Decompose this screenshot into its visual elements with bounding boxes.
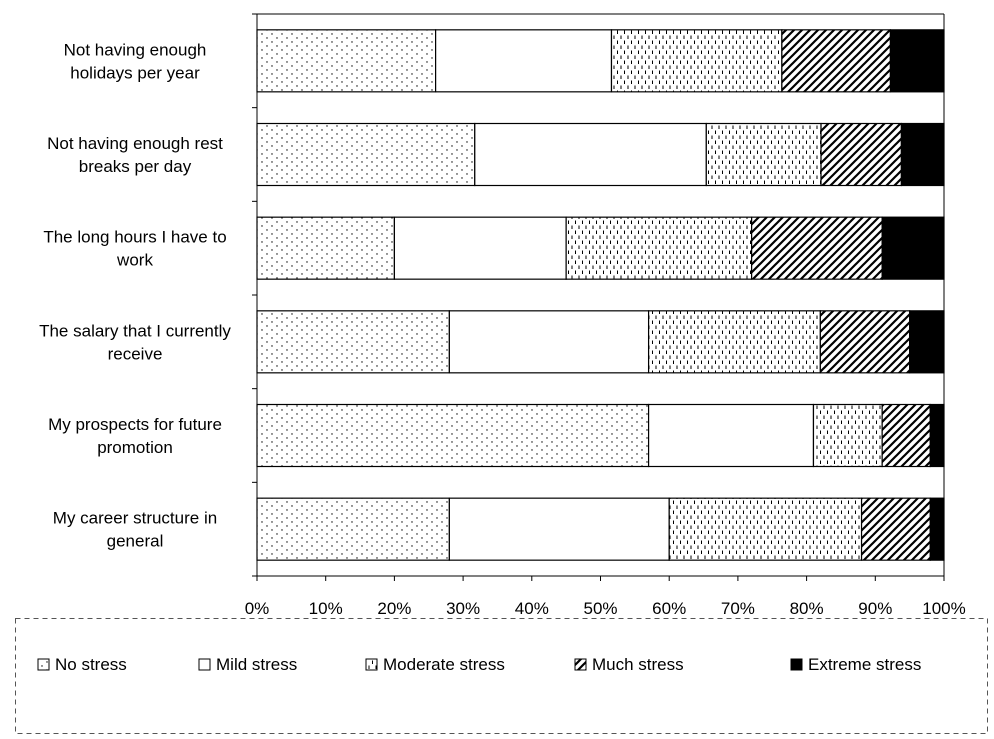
x-tick-label: 60%	[652, 599, 686, 618]
bar-segment-extreme-stress	[889, 29, 945, 93]
legend-label: Extreme stress	[808, 655, 921, 674]
x-tick-label: 20%	[377, 599, 411, 618]
bar-segment-no-stress	[256, 310, 450, 374]
legend-swatch	[37, 658, 50, 671]
category-label: The long hours I have to work	[43, 228, 226, 270]
bar-segment-much-stress	[819, 310, 911, 374]
bar-segment-moderate-stress	[668, 497, 863, 561]
category-label: My prospects for future promotion	[48, 415, 222, 457]
bar-segment-no-stress	[256, 403, 650, 468]
bar-segment-mild-stress	[647, 403, 815, 468]
legend-swatch	[198, 658, 211, 671]
bar-segment-mild-stress	[448, 310, 650, 374]
bar-segment-extreme-stress	[881, 216, 945, 280]
bar-segment-mild-stress	[435, 29, 613, 93]
bar-segment-extreme-stress	[929, 403, 945, 468]
bar-segment-moderate-stress	[647, 310, 821, 374]
category-label: Not having enough holidays per year	[64, 40, 207, 82]
bar-segment-extreme-stress	[929, 497, 945, 561]
legend-label: Moderate stress	[383, 655, 505, 674]
bar-segment-much-stress	[751, 216, 883, 280]
x-tick-label: 100%	[922, 599, 965, 618]
bar-segment-moderate-stress	[610, 29, 783, 93]
legend-label: Much stress	[592, 655, 684, 674]
bar-segment-mild-stress	[393, 216, 567, 280]
x-tick-label: 70%	[721, 599, 755, 618]
legend-border	[15, 618, 988, 734]
category-label: Not having enough rest breaks per day	[47, 134, 223, 176]
bar-segment-mild-stress	[474, 122, 707, 187]
x-tick-label: 50%	[583, 599, 617, 618]
x-tick-label: 30%	[446, 599, 480, 618]
legend-swatch	[790, 658, 803, 671]
bar-segment-no-stress	[256, 29, 437, 93]
bar-segment-much-stress	[881, 403, 931, 468]
bar-segment-no-stress	[256, 122, 476, 187]
bar-segment-extreme-stress	[909, 310, 945, 374]
bar-segment-much-stress	[860, 497, 931, 561]
bar-segment-much-stress	[820, 122, 903, 187]
bar-segment-no-stress	[256, 216, 395, 280]
bar-segment-extreme-stress	[900, 122, 945, 187]
bar-segment-mild-stress	[448, 497, 670, 561]
x-tick-label: 40%	[515, 599, 549, 618]
bar-segment-no-stress	[256, 497, 450, 561]
x-tick-label: 0%	[245, 599, 270, 618]
legend-label: Mild stress	[216, 655, 297, 674]
plot-area: 0% 10% 20% 30% 40% 50% 60% 70% 80% 90% 100% Not hav…	[39, 13, 966, 618]
legend: No stress Mild stress Moderate stress Much …	[15, 618, 988, 734]
legend-swatch	[574, 658, 587, 671]
category-label: My career structure in general	[53, 509, 217, 551]
legend-swatch	[365, 658, 378, 671]
bar-segment-moderate-stress	[565, 216, 753, 280]
bar-segment-much-stress	[781, 29, 892, 93]
x-tick-label: 10%	[309, 599, 343, 618]
bar-segment-moderate-stress	[705, 122, 822, 187]
legend-label: No stress	[55, 655, 127, 674]
x-tick-label: 80%	[790, 599, 824, 618]
bar-segment-moderate-stress	[812, 403, 883, 468]
category-label: The salary that I currently receive	[39, 321, 231, 363]
x-tick-label: 90%	[858, 599, 892, 618]
